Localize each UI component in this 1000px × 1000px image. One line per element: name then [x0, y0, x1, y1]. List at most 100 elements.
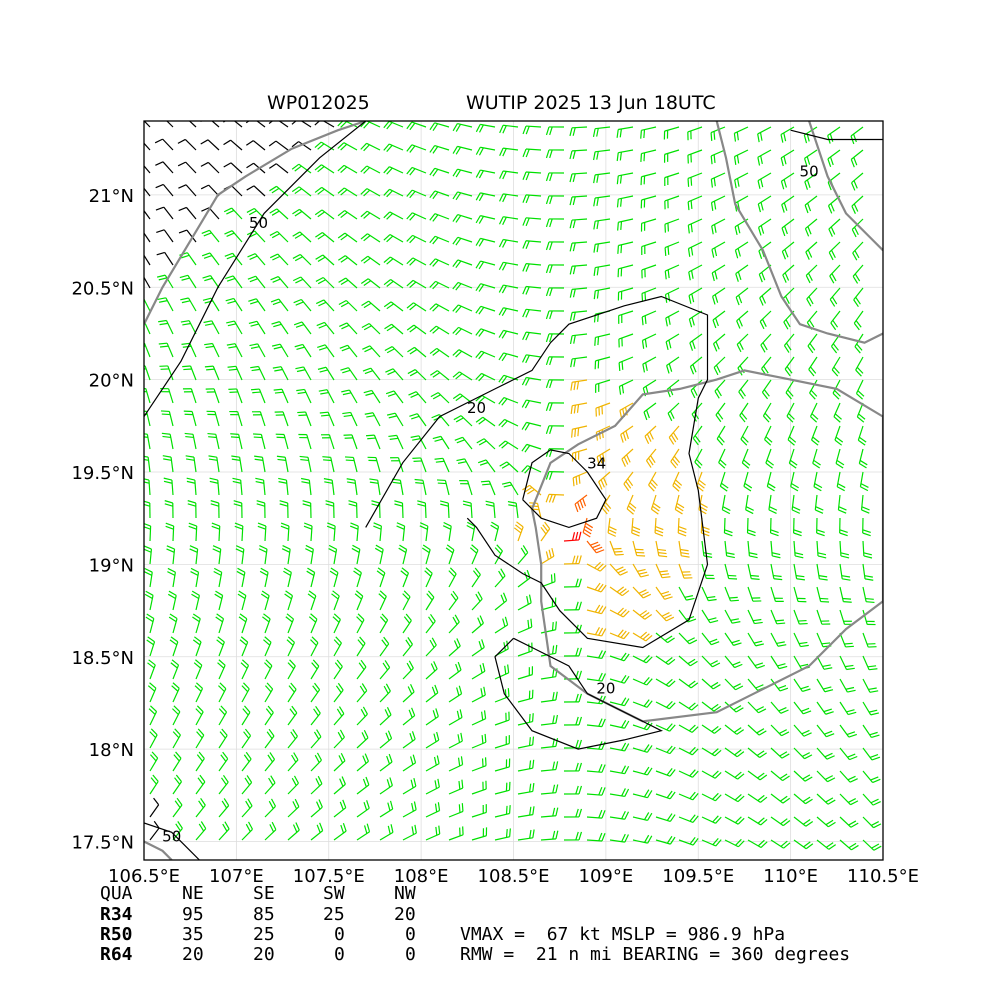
wind-barb: [738, 379, 749, 400]
wind-barb: [664, 218, 680, 233]
wind-barb: [379, 777, 393, 795]
wind-barb: [655, 835, 676, 845]
wind-barb: [598, 471, 611, 490]
wind-barb: [419, 522, 429, 542]
wind-barb: [480, 480, 496, 496]
wind-barb: [862, 701, 879, 716]
wind-barb: [241, 682, 250, 703]
y-axis-ticks: 17.5°N 18°N 18.5°N 19°N 19.5°N 20°N 20.5°N 21°N: [71, 186, 134, 854]
wind-barb: [218, 728, 228, 749]
wind-barb: [402, 613, 412, 634]
wind-barb: [710, 149, 726, 165]
wind-barb: [757, 172, 772, 189]
wind-barb: [475, 328, 496, 337]
wind-barb: [314, 186, 335, 197]
wind-barb: [317, 344, 335, 358]
wind-barb: [689, 356, 703, 375]
wind-barb: [412, 457, 427, 473]
wind-barb: [250, 388, 266, 404]
wind-barb: [839, 586, 852, 603]
wind-barb: [144, 209, 151, 220]
wind-barb: [178, 229, 197, 243]
wind-barb: [475, 416, 496, 427]
wind-barb: [540, 761, 559, 772]
wind-barb: [402, 637, 413, 657]
wind-barb: [569, 310, 588, 321]
wind-barb: [609, 652, 630, 662]
wind-barb: [712, 287, 726, 305]
wind-barb: [855, 356, 864, 377]
wind-barb: [360, 165, 381, 174]
wind-barb: [315, 254, 335, 266]
wind-barb: [268, 163, 289, 174]
wind-barb: [862, 586, 875, 604]
wind-barb: [207, 432, 220, 450]
wind-barb: [270, 298, 289, 312]
wind-barb: [452, 304, 473, 313]
wind-barb: [201, 252, 220, 266]
wind-barb: [831, 356, 841, 377]
wind-barb: [632, 676, 653, 686]
wind-barb: [338, 299, 358, 312]
wind-barb: [292, 253, 312, 266]
wind-barb: [851, 172, 864, 191]
wind-barb: [315, 231, 335, 243]
wind-barb: [806, 287, 818, 307]
wind-barb: [780, 126, 795, 143]
wind-barb: [632, 834, 653, 844]
wind-barb: [781, 218, 795, 237]
wind-barb: [310, 775, 323, 795]
wind-barb: [333, 682, 344, 703]
wind-barb: [383, 121, 404, 130]
wind-barb: [193, 659, 203, 680]
wind-barb: [247, 253, 266, 266]
wind-barb: [832, 379, 841, 400]
wind-barb: [293, 321, 312, 335]
wind-barb: [816, 517, 825, 537]
wind-barb: [545, 218, 565, 228]
coastline: [144, 840, 173, 860]
y-tick-label: 20°N: [89, 371, 134, 392]
wind-barb: [783, 333, 795, 353]
wind-barb: [425, 755, 440, 772]
wind-barb: [757, 149, 772, 166]
wind-barb: [563, 647, 582, 657]
wind-barb: [678, 769, 699, 778]
wind-barb: [252, 433, 266, 450]
wind-barb: [192, 613, 201, 634]
wind-barb: [609, 810, 630, 820]
wind-barb: [264, 775, 276, 795]
wind-barb: [406, 189, 427, 199]
wind-barb: [248, 320, 266, 335]
wind-barb: [367, 456, 381, 473]
wind-barb: [688, 264, 703, 281]
wind-barb: [494, 544, 503, 565]
r34-se: 85: [253, 904, 275, 925]
contour-line-34: [494, 637, 664, 750]
wind-barb: [144, 232, 151, 243]
wind-barb: [425, 731, 440, 749]
wind-barb: [158, 319, 174, 335]
wind-barb: [356, 800, 370, 818]
wind-barb: [711, 241, 726, 258]
wind-barb: [180, 297, 197, 312]
wind-barb: [379, 683, 391, 703]
wind-barb: [356, 659, 367, 680]
wind-barb: [736, 310, 749, 329]
wind-barb: [862, 609, 876, 626]
wind-barb: [269, 253, 289, 266]
wind-barb: [432, 435, 450, 450]
wind-barb: [425, 637, 437, 657]
wind-barb: [701, 792, 722, 802]
wind-barb: [262, 613, 271, 634]
wind-barb: [293, 298, 312, 312]
wind-barb: [747, 632, 764, 647]
wind-barb: [816, 793, 836, 805]
contour-label: 50: [162, 828, 181, 846]
wind-barb: [857, 425, 867, 446]
r50-se: 25: [253, 924, 275, 945]
wind-barb: [616, 195, 634, 208]
table-header-ne: NE: [182, 883, 204, 904]
wind-barb: [297, 411, 312, 427]
wind-barb: [332, 613, 341, 634]
